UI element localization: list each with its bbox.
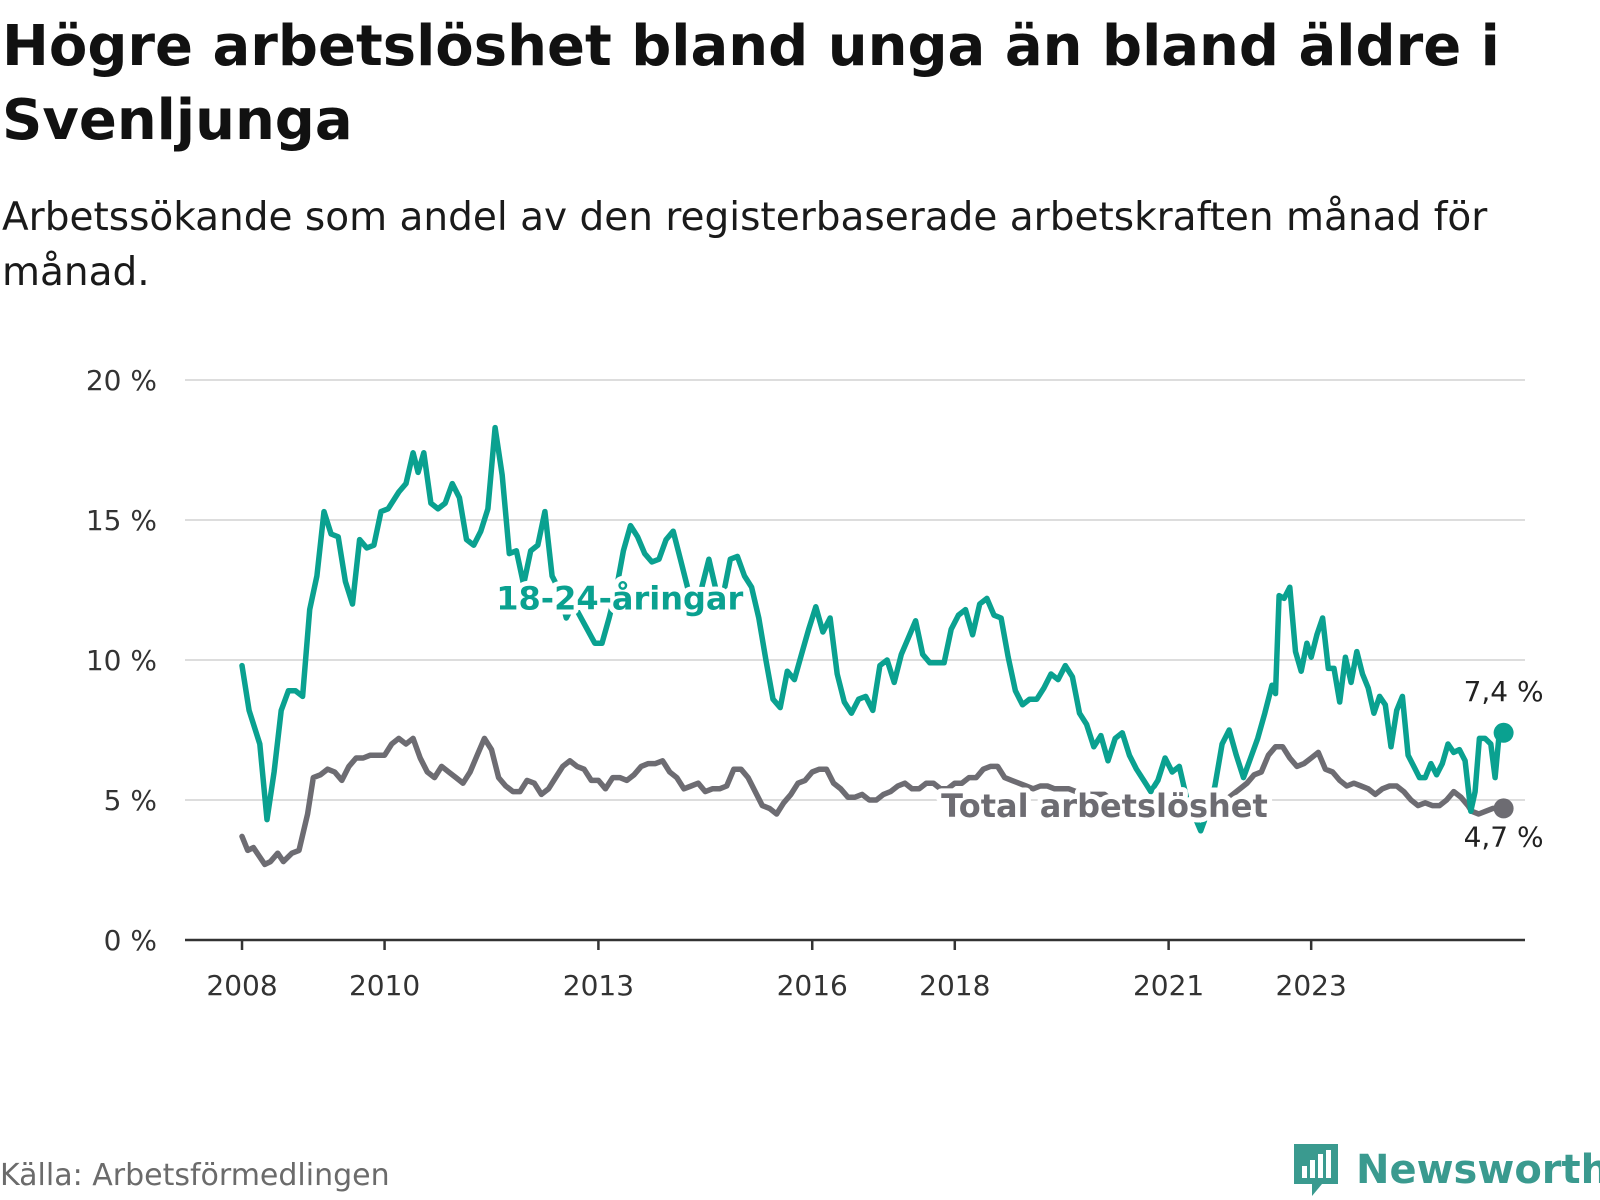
y-tick-label: 5 % (104, 784, 157, 817)
youth-end-value-label: 7,4 % (1464, 675, 1544, 708)
y-tick-label: 15 % (86, 504, 157, 537)
source-note: Källa: Arbetsförmedlingen (0, 1158, 390, 1193)
total-end-value-label: 4,7 % (1464, 820, 1544, 853)
brand-logo[interactable]: Newsworthy (1290, 1140, 1600, 1200)
series-labels: 7,4 %4,7 %18-24-åringar18-24-åringarTota… (491, 575, 1544, 854)
youth-end-point (1493, 722, 1514, 743)
chart-subtitle: Arbetssökande som andel av den registerb… (2, 195, 1488, 295)
y-tick-label: 20 % (86, 364, 157, 397)
youth-series-line (239, 424, 1507, 834)
y-tick-label: 10 % (86, 644, 157, 677)
newsworthy-logo-icon (1294, 1144, 1338, 1196)
y-tick-label: 0 % (104, 924, 157, 957)
total-series-label: Total arbetslöshet (941, 787, 1268, 825)
chart-title: Högre arbetslöshet bland unga än bland ä… (2, 14, 1500, 153)
gridlines (185, 379, 1525, 801)
youth-series-label: 18-24-åringar (496, 580, 743, 618)
total-series-label-halo: Total arbetslöshet (941, 787, 1268, 825)
series-lines (239, 424, 1514, 868)
total-series-line (239, 735, 1507, 868)
total-end-point (1493, 798, 1514, 819)
brand-name: Newsworthy (1356, 1147, 1600, 1193)
x-tick-label: 2013 (563, 969, 634, 1002)
x-tick-label: 2016 (777, 969, 848, 1002)
y-axis-labels: 0 % 5 % 10 % 15 % 20 % (86, 364, 157, 957)
x-axis: 2008 2010 2013 2016 2018 2021 2023 (185, 938, 1525, 1002)
x-tick-label: 2021 (1133, 969, 1204, 1002)
x-tick-label: 2023 (1276, 969, 1347, 1002)
x-tick-label: 2010 (349, 969, 420, 1002)
youth-series-label-halo: 18-24-åringar (496, 580, 743, 618)
x-tick-label: 2008 (206, 969, 277, 1002)
x-tick-label: 2018 (919, 969, 990, 1002)
line-chart: 0 %5 %10 %15 %20 % 2008 2010 2013 2016 2018 2… (86, 364, 1544, 1002)
